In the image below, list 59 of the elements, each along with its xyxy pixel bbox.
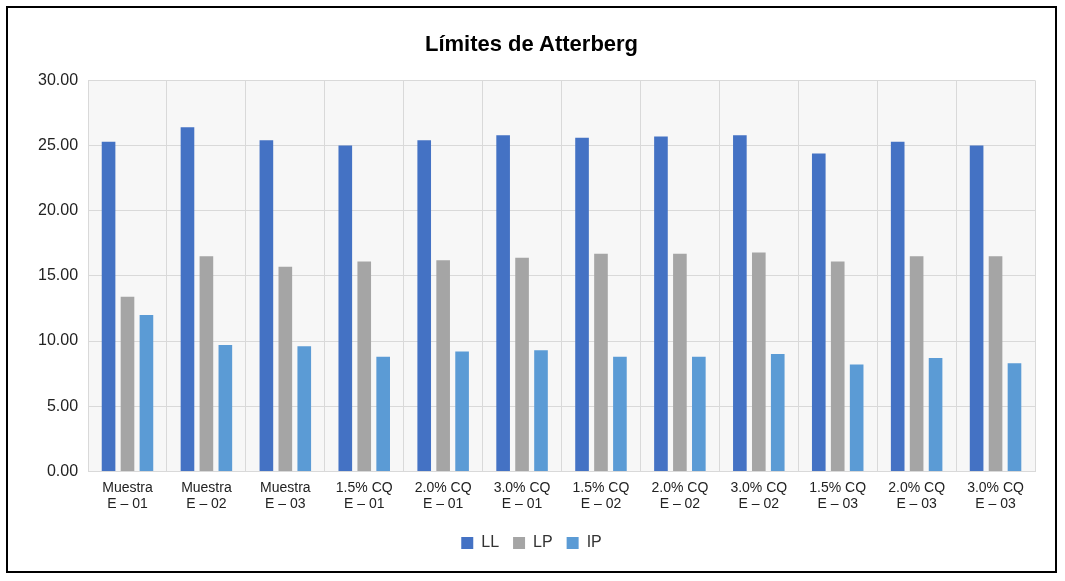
bar xyxy=(417,140,432,471)
chart-title: Límites de Atterberg xyxy=(424,31,639,57)
x-tick-label: 1.5% CQ E – 01 xyxy=(335,478,393,512)
bar xyxy=(988,256,1003,471)
bar xyxy=(673,253,687,471)
bar xyxy=(751,252,766,471)
bar xyxy=(180,127,195,471)
x-tick-label: Muestra E – 01 xyxy=(102,478,153,512)
bar xyxy=(534,350,548,471)
bar xyxy=(357,261,372,471)
x-tick-label: 3.0% CQ E – 02 xyxy=(730,478,788,512)
bar xyxy=(376,356,390,471)
bar xyxy=(654,136,668,471)
legend-label: LL xyxy=(481,533,500,551)
bar xyxy=(1007,363,1022,471)
bar xyxy=(890,141,905,471)
legend-label: LP xyxy=(533,533,553,551)
bar xyxy=(575,137,589,471)
x-tick-label: 1.5% CQ E – 03 xyxy=(809,478,867,512)
legend-label: IP xyxy=(586,533,602,551)
bar xyxy=(692,356,706,471)
bar xyxy=(969,145,984,471)
y-tick-label: 10.00 xyxy=(37,331,79,349)
bar xyxy=(297,346,312,471)
x-tick-label: 3.0% CQ E – 01 xyxy=(493,478,551,512)
bar xyxy=(259,140,274,471)
x-tick-label: 2.0% CQ E – 01 xyxy=(414,478,472,512)
bar xyxy=(455,351,469,471)
bar xyxy=(928,358,943,471)
bar xyxy=(830,261,845,471)
bar xyxy=(199,256,214,471)
y-tick-label: 20.00 xyxy=(37,201,79,219)
x-tick-label: Muestra E – 02 xyxy=(181,478,232,512)
x-tick-label: 2.0% CQ E – 02 xyxy=(651,478,709,512)
bar xyxy=(436,260,450,471)
x-tick-label: 2.0% CQ E – 03 xyxy=(888,478,946,512)
bar xyxy=(594,253,608,471)
y-tick-label: 5.00 xyxy=(46,396,79,414)
bar xyxy=(613,356,627,471)
x-tick-label: 1.5% CQ E – 02 xyxy=(572,478,630,512)
bar xyxy=(770,354,785,471)
bar xyxy=(496,135,510,471)
y-tick-label: 30.00 xyxy=(37,70,79,88)
bar xyxy=(139,315,154,471)
bar xyxy=(218,344,233,471)
y-tick-label: 15.00 xyxy=(37,266,79,284)
x-tick-label: Muestra E – 03 xyxy=(260,478,311,512)
y-tick-label: 0.00 xyxy=(46,461,79,479)
x-tick-label: 3.0% CQ E – 03 xyxy=(967,478,1025,512)
bar xyxy=(338,145,353,471)
bar xyxy=(515,257,529,471)
bar xyxy=(909,256,924,471)
y-tick-label: 25.00 xyxy=(37,135,79,153)
bar xyxy=(278,266,293,471)
bar xyxy=(811,153,826,471)
bar xyxy=(101,141,116,471)
bar xyxy=(120,296,135,471)
bar xyxy=(849,364,864,471)
bar xyxy=(733,135,747,471)
